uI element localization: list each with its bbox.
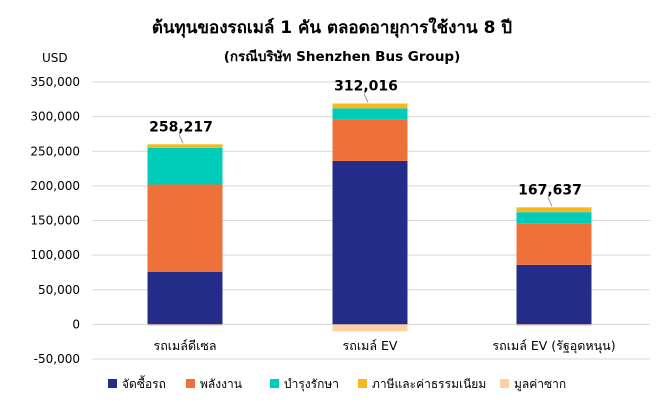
- y-tick-label: -50,000: [34, 352, 80, 366]
- y-tick-label: 250,000: [30, 144, 80, 158]
- x-axis-categories: รถเมล์ดีเซล รถเมล์ EV รถเมล์ EV (รัฐอุดหนุ…: [154, 338, 616, 354]
- bar-segment: [516, 324, 592, 326]
- bar-segment: [332, 119, 408, 161]
- chart-title: ต้นทุนของรถเมล์ 1 คัน ตลอดอายุการใช้งาน …: [152, 17, 512, 38]
- legend-item: ภาษีและค่าธรรมเนียม: [358, 377, 486, 391]
- bar-segment: [147, 144, 223, 148]
- legend-swatch: [500, 379, 509, 388]
- y-tick-label: 200,000: [30, 179, 80, 193]
- y-tick-label: 0: [72, 317, 80, 331]
- bar-segment: [147, 147, 223, 185]
- x-category-label: รถเมล์ดีเซล: [154, 338, 217, 353]
- legend-swatch: [358, 379, 367, 388]
- legend-item: มูลค่าซาก: [500, 377, 566, 392]
- bar-segment: [147, 271, 223, 325]
- legend-item: บำรุงรักษา: [270, 377, 339, 392]
- y-tick-label: 100,000: [30, 248, 80, 262]
- bars: [147, 103, 592, 332]
- total-labels: 258,217 312,016 167,637: [149, 78, 582, 207]
- total-leader-line: [178, 134, 184, 144]
- legend-swatch: [270, 379, 279, 388]
- bar-segment: [516, 223, 592, 265]
- legend-label: บำรุงรักษา: [284, 377, 339, 392]
- total-leader-line: [547, 197, 553, 207]
- total-label: 258,217: [149, 119, 213, 135]
- total-label: 312,016: [334, 78, 398, 94]
- bar-segment: [147, 324, 223, 326]
- bar-segment: [332, 103, 408, 109]
- legend: จัดซื้อรถ พลังงาน บำรุงรักษา ภาษีและค่าธรรม…: [108, 375, 566, 392]
- x-category-label: รถเมล์ EV (รัฐอุดหนุน): [492, 338, 615, 354]
- bar-segment: [147, 184, 223, 272]
- legend-swatch: [186, 379, 195, 388]
- y-axis-ticks: -50,000 0 50,000 100,000 150,000 200,000 250,0…: [30, 75, 80, 366]
- total-label: 167,637: [518, 182, 582, 198]
- legend-label: จัดซื้อรถ: [122, 375, 166, 391]
- total-leader-line: [363, 93, 369, 103]
- legend-swatch: [108, 379, 117, 388]
- chart-subtitle: (กรณีบริษัท Shenzhen Bus Group): [224, 49, 461, 65]
- bar-segment: [516, 212, 592, 224]
- legend-label: ภาษีและค่าธรรมเนียม: [372, 377, 486, 391]
- x-category-label: รถเมล์ EV: [343, 338, 398, 353]
- bar-segment: [332, 160, 408, 325]
- bar-segment: [332, 324, 408, 332]
- y-tick-label: 150,000: [30, 214, 80, 228]
- bar-segment: [332, 108, 408, 120]
- legend-label: มูลค่าซาก: [514, 377, 566, 392]
- legend-item: จัดซื้อรถ: [108, 375, 166, 391]
- y-tick-label: 300,000: [30, 110, 80, 124]
- y-axis-unit-label: USD: [42, 51, 68, 65]
- legend-label: พลังงาน: [200, 377, 242, 391]
- y-tick-label: 50,000: [38, 283, 80, 297]
- bar-segment: [516, 207, 592, 213]
- bar-segment: [516, 264, 592, 325]
- y-tick-label: 350,000: [30, 75, 80, 89]
- legend-item: พลังงาน: [186, 377, 242, 391]
